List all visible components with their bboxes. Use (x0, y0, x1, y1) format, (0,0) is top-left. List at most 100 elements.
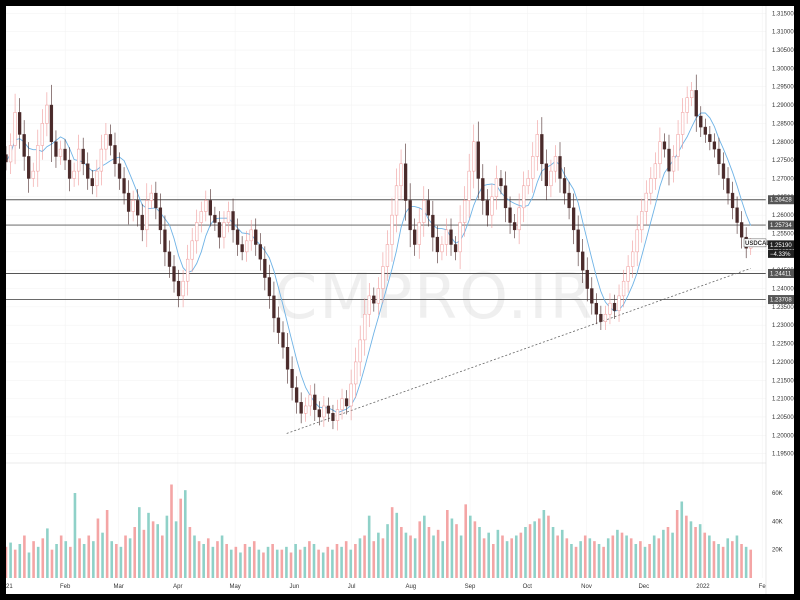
volume-bar (731, 541, 734, 578)
candle-body (608, 302, 612, 315)
volume-bar (625, 535, 628, 578)
candle-body (426, 200, 430, 216)
volume-bar (708, 535, 711, 578)
volume-bar (565, 538, 569, 578)
volume-bar (161, 535, 164, 578)
time-tick-label: Dec (638, 584, 649, 590)
volume-bar (432, 535, 435, 578)
candle-body (567, 192, 571, 209)
time-tick-label: 2021 (6, 584, 13, 590)
candle-body (335, 409, 340, 421)
volume-bar (105, 510, 109, 578)
candle-body (385, 244, 390, 267)
candle-body (481, 178, 485, 201)
volume-bar (69, 546, 72, 578)
symbol-tag-label: USDCAD (745, 241, 771, 247)
candle-body (512, 222, 517, 231)
candle-body (590, 288, 594, 304)
price-tick-label: 1.31500 (772, 11, 794, 17)
volume-bar (367, 515, 371, 578)
volume-bar (59, 535, 63, 578)
candle-body (322, 405, 326, 418)
last-price-label: 1.25190 (770, 243, 792, 249)
volume-bar (469, 515, 472, 578)
candle-body (104, 134, 108, 150)
candle-body (99, 148, 104, 172)
candle-body (603, 313, 608, 322)
volume-bar (335, 544, 339, 578)
candle-body (694, 90, 698, 117)
candle-body (558, 156, 562, 179)
volume-bar (703, 532, 707, 578)
volume-bar (721, 546, 725, 578)
volume-bar (464, 504, 468, 578)
candle-body (354, 361, 358, 385)
candle-body (576, 229, 580, 253)
volume-bar (629, 538, 633, 578)
candle-body (326, 405, 331, 414)
volume-bar (18, 544, 22, 578)
volume-bar (252, 541, 256, 578)
level-tag (768, 295, 794, 305)
candle-body (154, 192, 158, 209)
candle-body (172, 266, 176, 282)
volume-bar (675, 510, 679, 578)
volume-bar (229, 549, 233, 578)
volume-bar (386, 524, 389, 578)
volume-bar (473, 521, 477, 578)
candle-body (453, 244, 458, 253)
candle-body (708, 134, 712, 143)
candle-body (126, 192, 131, 212)
price-tick-label: 1.21000 (772, 397, 794, 403)
volume-bar (574, 546, 578, 578)
volume-bar (285, 546, 288, 578)
volume-bar (685, 515, 688, 578)
volume-bar (92, 541, 95, 578)
candle-body (658, 141, 662, 165)
volume-bar (648, 544, 651, 578)
volume-bar (55, 544, 58, 578)
level-tag-label: 1.26428 (770, 198, 792, 204)
candle-body (508, 207, 512, 223)
volume-bar (275, 549, 279, 578)
volume-bar (446, 510, 449, 578)
volume-tick-label: 60K (772, 491, 783, 497)
volume-bar (666, 527, 670, 578)
candle-body (499, 178, 503, 187)
volume-bar (87, 535, 91, 578)
time-tick-label: Jul (348, 584, 356, 590)
candle-body (95, 170, 99, 187)
candle-body (40, 123, 44, 146)
time-tick-label: May (229, 584, 240, 590)
volume-bar (358, 538, 362, 578)
time-tick-label: Jun (289, 584, 299, 590)
price-tick-label: 1.25500 (772, 232, 794, 238)
candle-body (45, 104, 49, 124)
price-tick-label: 1.19500 (772, 452, 794, 458)
candle-body (381, 266, 385, 289)
price-tick-label: 1.22000 (772, 360, 794, 366)
level-tag (768, 195, 794, 205)
volume-bar (50, 549, 54, 578)
volume-bar (165, 515, 169, 578)
candle-body (208, 200, 212, 216)
watermark: CMPRO.IR (274, 260, 595, 333)
price-tick-label: 1.23000 (772, 323, 794, 329)
candle-body (640, 211, 644, 231)
volume-bar (441, 541, 445, 578)
volume-bar (13, 549, 17, 578)
candle-body (417, 222, 421, 245)
candle-body (77, 148, 81, 172)
level-tag-label: 1.25734 (770, 223, 792, 229)
candle-body (285, 347, 290, 370)
candle-body (6, 154, 8, 163)
volume-bars (6, 484, 753, 578)
candle-body (190, 240, 194, 260)
candle-body (422, 200, 426, 223)
price-tick-label: 1.30500 (772, 48, 794, 54)
volume-bar (735, 535, 739, 578)
volume-bar (257, 549, 261, 578)
candle-body (667, 148, 671, 172)
volume-bar (9, 542, 12, 578)
volume-bar (289, 552, 293, 578)
